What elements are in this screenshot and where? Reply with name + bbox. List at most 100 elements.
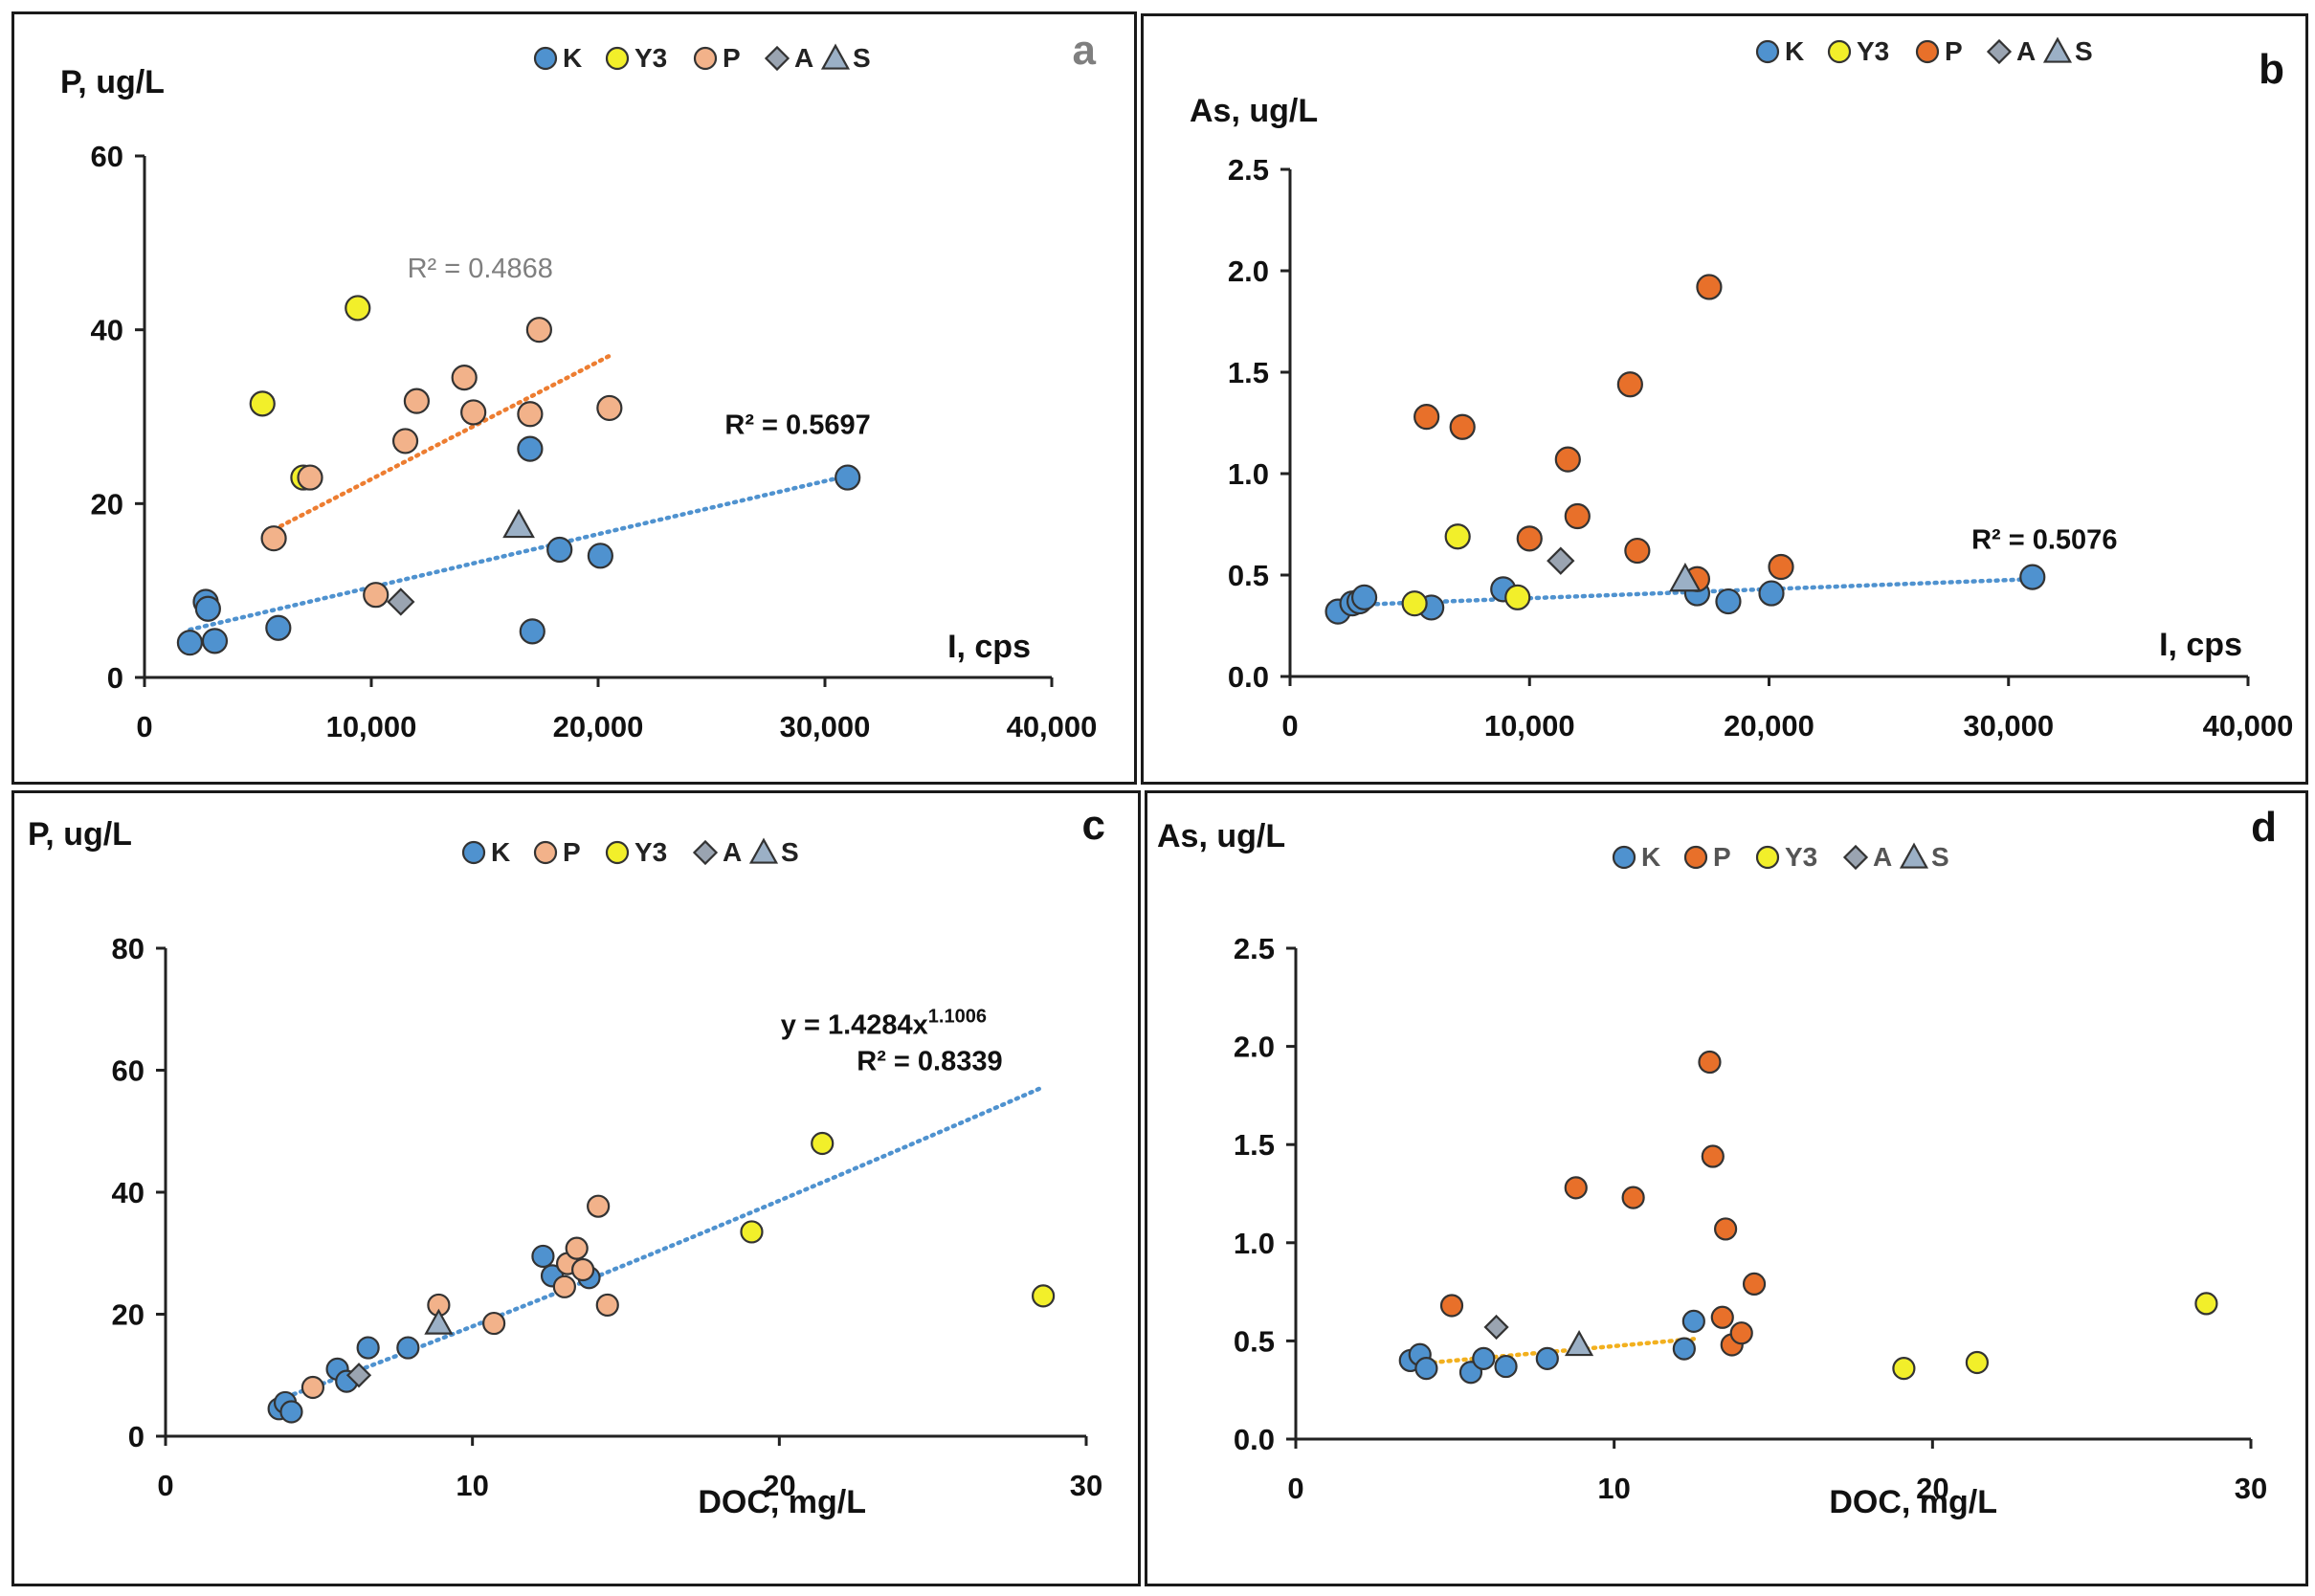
legend-marker [764, 45, 790, 72]
y-tick-label: 2.0 [1234, 1031, 1275, 1064]
y-axis-title: As, ug/L [1190, 93, 1318, 129]
series-P [301, 1194, 619, 1400]
data-point [1742, 1272, 1767, 1296]
data-point [201, 628, 229, 654]
x-tick-label: 10 [1597, 1472, 1630, 1505]
chart-d: 0 10 20 30 0.0 0.5 1.0 1.5 2.0 2.5 As, ug/L DOC, mg… [1157, 804, 2277, 1520]
series-A [345, 1363, 372, 1388]
data-point [363, 582, 390, 609]
x-axis-title: I, cps [2159, 627, 2242, 663]
data-point [1681, 1309, 1705, 1333]
x-tick-label: 0 [157, 1469, 173, 1502]
data-point [587, 543, 613, 569]
data-point [502, 508, 535, 539]
legend-marker [748, 837, 779, 864]
legend-label: P [1945, 36, 1963, 66]
x-tick-label: 30 [2235, 1472, 2267, 1505]
legend-label: S [853, 43, 871, 73]
x-tick-label: 40,000 [1007, 710, 1098, 743]
x-axis-title: I, cps [947, 629, 1031, 665]
y-tick-label: 1.0 [1234, 1227, 1275, 1260]
legend: K Y3 P A S [533, 43, 871, 73]
legend-label: S [2075, 36, 2093, 66]
series-A [1483, 1314, 1509, 1341]
data-point [387, 587, 415, 616]
data-point [403, 388, 430, 414]
data-point [424, 1308, 454, 1335]
y-tick-label: 40 [91, 314, 123, 347]
data-point [1715, 587, 1742, 615]
data-point [1698, 1050, 1722, 1075]
data-point [1892, 1357, 1916, 1381]
chart-a: 0 10,000 20,000 30,000 40,000 0 20 40 60 P, ug/L I… [60, 27, 1098, 743]
y-tick-label: 1.5 [1234, 1128, 1275, 1162]
data-point [531, 1244, 555, 1269]
legend-label: P [723, 43, 741, 73]
data-point [1624, 537, 1651, 565]
series-Y3 [1401, 523, 1531, 617]
legend: K Y3 P A S [1755, 36, 2093, 66]
x-tick-label: 30 [1070, 1469, 1102, 1502]
x-tick-label: 30,000 [1963, 709, 2054, 743]
legend-label: Y3 [634, 837, 667, 867]
legend: K P Y3 A S [461, 837, 799, 867]
data-point [460, 399, 487, 426]
data-point [194, 595, 221, 622]
series-S [502, 508, 535, 539]
legend-label: A [794, 43, 813, 73]
data-point [2019, 564, 2046, 590]
legend-label: Y3 [1857, 36, 1889, 66]
legend-marker [533, 840, 558, 865]
x-tick-label: 40,000 [2203, 709, 2294, 743]
data-point [1672, 1337, 1696, 1361]
series-A [1547, 546, 1575, 575]
data-point [587, 1194, 611, 1218]
data-point [517, 435, 544, 462]
panel-d: 0 10 20 30 0.0 0.5 1.0 1.5 2.0 2.5 As, ug/L DOC, mg… [1145, 790, 2308, 1586]
data-point [1758, 580, 1785, 607]
legend-label: A [1873, 842, 1892, 872]
data-point [1729, 1321, 1753, 1345]
data-point [1564, 502, 1591, 530]
data-point [565, 1236, 589, 1260]
x-tick-label: 0 [1287, 1472, 1303, 1505]
data-point [1554, 446, 1581, 473]
data-point [1032, 1284, 1056, 1308]
data-point [1444, 523, 1471, 550]
data-point [596, 394, 623, 422]
trendline [188, 474, 850, 632]
series-P [1439, 1050, 1767, 1357]
data-point [1494, 1354, 1518, 1379]
data-point [1710, 1305, 1734, 1329]
legend-label: K [563, 43, 582, 73]
panel-a: 0 10,000 20,000 30,000 40,000 0 20 40 60 P, ug/L I… [11, 11, 1137, 785]
y-tick-label: 0.0 [1234, 1423, 1275, 1456]
y-tick-label: 80 [112, 932, 145, 965]
legend-marker [1755, 845, 1780, 870]
data-point [2194, 1292, 2218, 1316]
legend-label: Y3 [634, 43, 667, 73]
legend-marker [605, 840, 630, 865]
legend-marker [461, 840, 486, 865]
data-point [1713, 1217, 1738, 1241]
data-point [546, 536, 573, 564]
annotation: R² = 0.8339 [857, 1047, 1002, 1077]
y-tick-label: 1.5 [1228, 356, 1269, 389]
data-point [552, 1275, 576, 1298]
annotation: y = 1.4284x1.1006 [781, 1006, 987, 1040]
annotation: R² = 0.5076 [1971, 524, 2117, 555]
legend-marker [692, 839, 719, 866]
series-S [1565, 1330, 1594, 1357]
x-axis-title: DOC, mg/L [1829, 1484, 1997, 1520]
y-tick-label: 2.5 [1228, 153, 1269, 187]
data-point [451, 365, 478, 391]
data-point [595, 1293, 619, 1318]
legend-marker [1683, 845, 1708, 870]
data-point [1483, 1314, 1509, 1341]
trendline [277, 1084, 1046, 1402]
data-point [1616, 371, 1643, 398]
legend-label: Y3 [1785, 842, 1817, 872]
panel-letter: d [2251, 804, 2277, 851]
y-axis-title: P, ug/L [28, 816, 132, 853]
data-point [740, 1220, 764, 1244]
